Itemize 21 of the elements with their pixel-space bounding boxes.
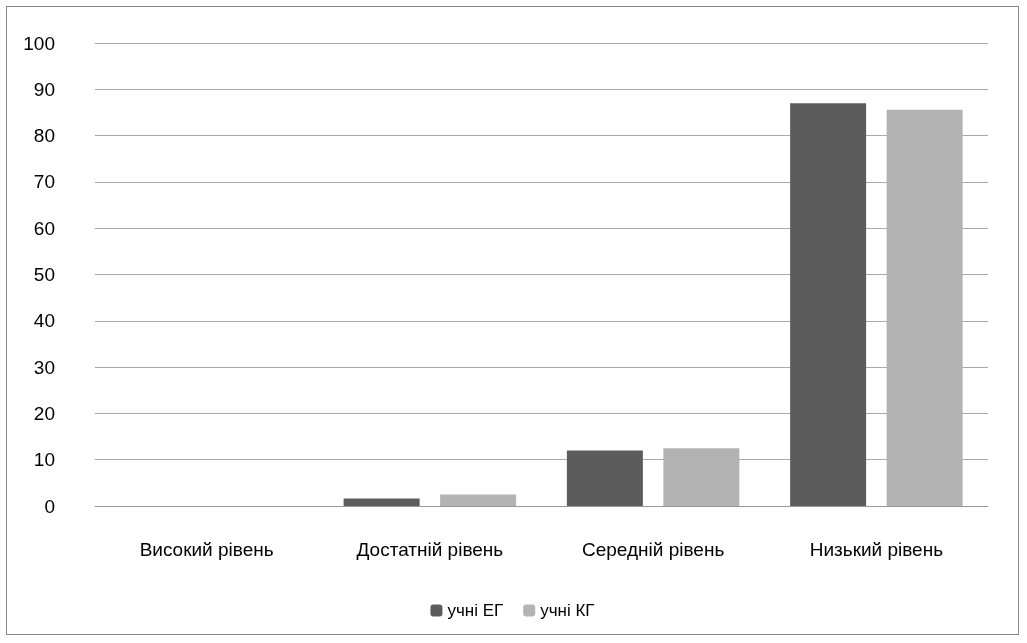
y-tick-label: 30 [33,356,55,378]
y-tick-label: 50 [33,264,55,285]
y-tick-label: 10 [33,449,55,471]
y-tick-label: 100 [23,32,55,54]
legend-label: учні КГ [540,601,595,620]
x-tick-label: Середній рівень [581,539,725,560]
y-tick-label: 0 [44,495,55,517]
y-tick-label: 60 [33,217,55,239]
bar [440,494,517,506]
bar [343,498,420,506]
x-tick-label: Високий рівень [139,539,274,560]
x-tick-label: Достатній рівень [356,539,504,560]
y-tick-label: 20 [33,402,55,424]
bar [790,103,867,506]
y-tick-label: 80 [33,125,55,147]
y-tick-label: 40 [33,310,55,332]
y-tick-label: 90 [33,78,55,100]
bar [566,450,643,506]
x-tick-label: Низький рівень [809,539,944,560]
y-tick-label: 70 [33,171,55,193]
legend-label: учні ЕГ [447,601,504,620]
